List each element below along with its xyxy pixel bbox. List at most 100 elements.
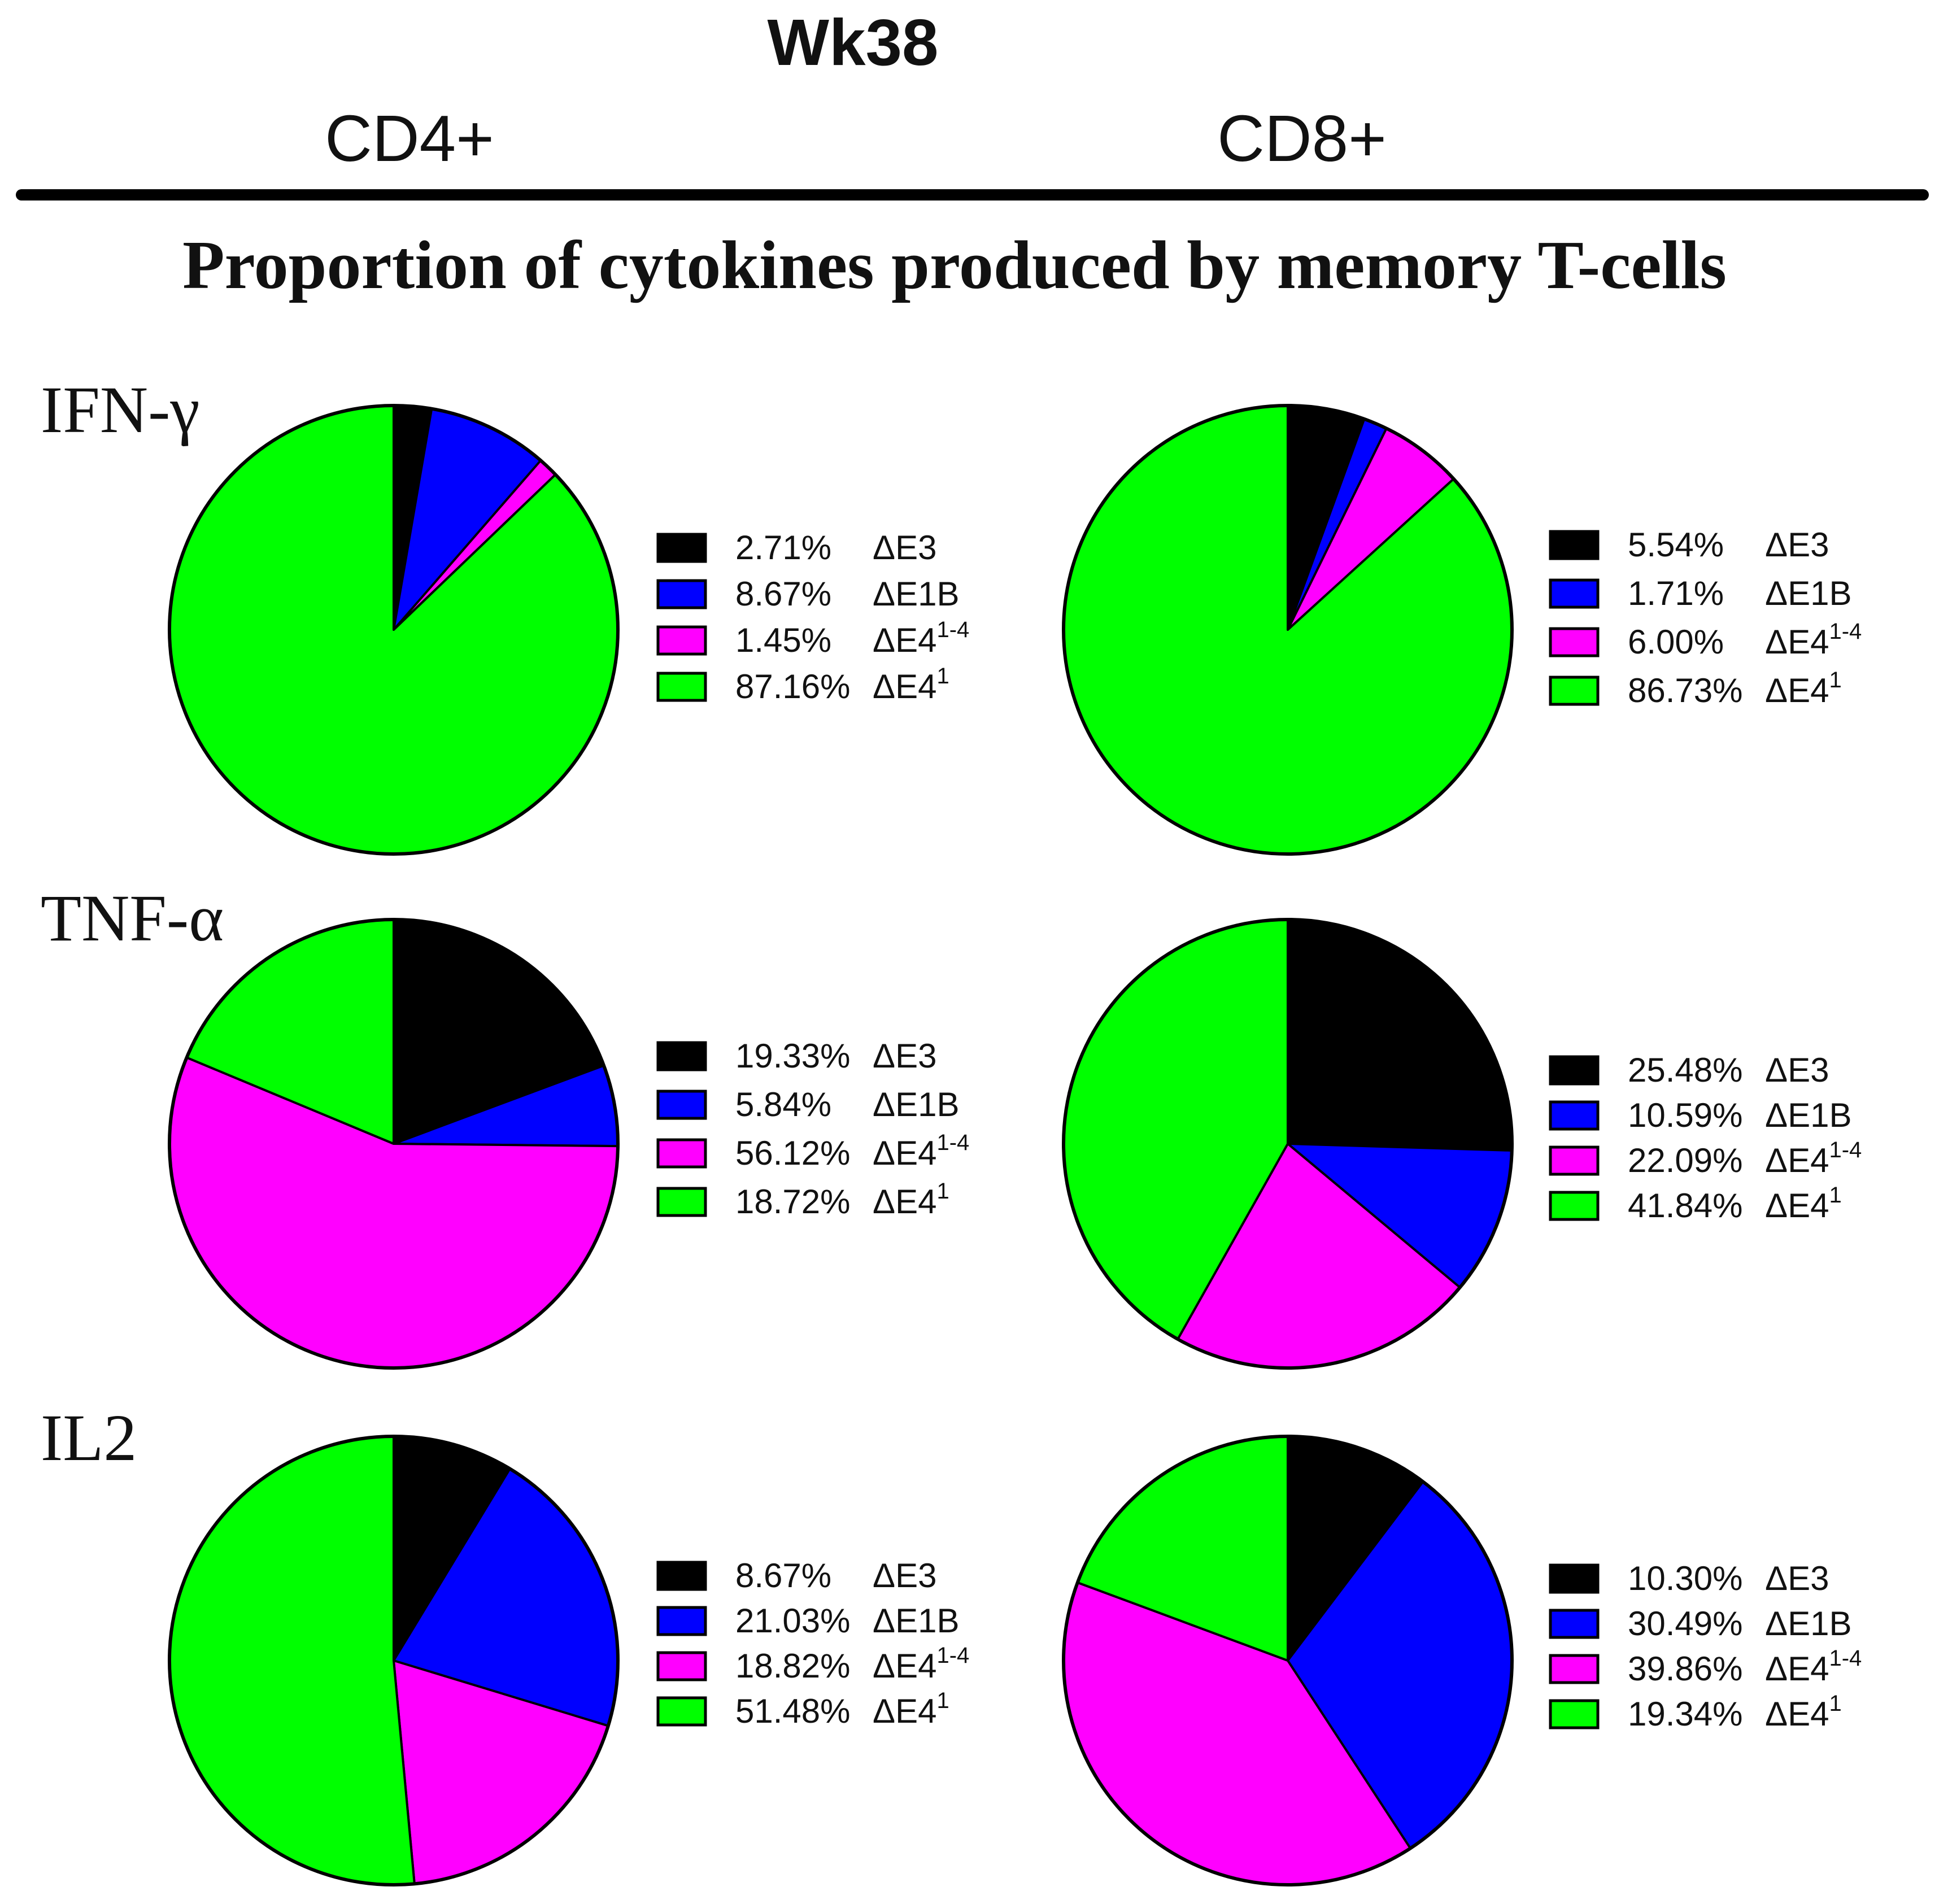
legend-series-label: ΔE41 xyxy=(873,1688,949,1730)
legend-value: 30.49% xyxy=(1628,1605,1743,1642)
legend-value: 1.71% xyxy=(1628,574,1724,612)
legend-il2-cd8: 10.30% ΔE3 30.49% ΔE1B 39.86% ΔE41-4 19.34% ΔE4… xyxy=(1549,1559,1862,1733)
legend-series-label: ΔE41 xyxy=(1765,1183,1842,1225)
legend-series-label: ΔE41-4 xyxy=(873,1643,969,1685)
legend-value: 86.73% xyxy=(1628,672,1743,709)
legend-series-label: ΔE1B xyxy=(1765,1096,1852,1134)
legend-value: 51.48% xyxy=(735,1692,851,1730)
legend-tnf-alpha-cd8: 25.48% ΔE3 10.59% ΔE1B 22.09% ΔE41-4 41.84% ΔE4… xyxy=(1549,1051,1862,1225)
legend-swatch-de3 xyxy=(1549,1055,1600,1086)
legend-swatch-de4-1 xyxy=(1549,1699,1600,1729)
legend-swatch-de3 xyxy=(656,533,707,563)
legend-value: 41.84% xyxy=(1628,1187,1743,1225)
legend-value: 10.30% xyxy=(1628,1559,1743,1597)
pie-outline xyxy=(1062,1435,1514,1886)
pie-ifn-gamma-cd8: 5.54% ΔE3 1.71% ΔE1B 6.00% ΔE41-4 86.73% ΔE41 xyxy=(1062,404,1862,856)
legend-swatch-de4-1 xyxy=(656,1696,707,1727)
legend-value: 18.82% xyxy=(735,1647,851,1685)
legend-series-label: ΔE41-4 xyxy=(1765,1646,1862,1688)
legend-value: 19.33% xyxy=(735,1037,851,1075)
legend-value: 19.34% xyxy=(1628,1695,1743,1733)
legend-swatch-de4-1-4 xyxy=(1549,1654,1600,1684)
pie-slice-de3 xyxy=(1287,918,1513,1152)
legend-series-label: ΔE41 xyxy=(873,1179,949,1221)
legend-series-label: ΔE41-4 xyxy=(873,1130,969,1172)
legend-swatch-de1b xyxy=(1549,578,1600,609)
legend-value: 6.00% xyxy=(1628,623,1724,661)
legend-value: 5.54% xyxy=(1628,526,1724,564)
legend-series-label: ΔE1B xyxy=(1765,1605,1852,1642)
legend-series-label: ΔE41-4 xyxy=(1765,1138,1862,1179)
legend-value: 8.67% xyxy=(735,1557,831,1594)
legend-value: 21.03% xyxy=(735,1602,851,1640)
legend-series-label: ΔE1B xyxy=(1765,574,1852,612)
legend-series-label: ΔE3 xyxy=(873,529,936,567)
legend-swatch-de4-1-4 xyxy=(656,625,707,656)
legend-value: 5.84% xyxy=(735,1086,831,1123)
row-label-il2: IL2 xyxy=(41,1401,137,1475)
legend-swatch-de3 xyxy=(656,1561,707,1591)
legend-swatch-de1b xyxy=(1549,1609,1600,1639)
pie-ifn-gamma-cd4: 2.71% ΔE3 8.67% ΔE1B 1.45% ΔE41-4 87.16% ΔE41 xyxy=(168,404,969,856)
pie-slice-de4-1 xyxy=(168,1435,416,1886)
legend-swatch-de1b xyxy=(656,1090,707,1120)
legend-swatch-de4-1 xyxy=(1549,676,1600,706)
legend-swatch-de4-1 xyxy=(656,672,707,702)
legend-value: 56.12% xyxy=(735,1134,851,1172)
legend-series-label: ΔE3 xyxy=(1765,1559,1829,1597)
legend-value: 39.86% xyxy=(1628,1650,1743,1688)
pie-tnf-alpha-cd8: 25.48% ΔE3 10.59% ΔE1B 22.09% ΔE41-4 41.84% ΔE4… xyxy=(1062,918,1862,1370)
legend-series-label: ΔE1B xyxy=(873,1086,960,1123)
legend-series-label: ΔE1B xyxy=(873,1602,960,1640)
legend-swatch-de4-1-4 xyxy=(1549,1145,1600,1176)
subtitle: Proportion of cytokines produced by memo… xyxy=(182,227,1727,303)
legend-ifn-gamma-cd8: 5.54% ΔE3 1.71% ΔE1B 6.00% ΔE41-4 86.73% ΔE41 xyxy=(1549,526,1862,709)
legend-tnf-alpha-cd4: 19.33% ΔE3 5.84% ΔE1B 56.12% ΔE41-4 18.72% ΔE41 xyxy=(656,1037,969,1221)
legend-il2-cd4: 8.67% ΔE3 21.03% ΔE1B 18.82% ΔE41-4 51.48% ΔE41 xyxy=(656,1557,969,1730)
legend-swatch-de3 xyxy=(1549,530,1600,560)
legend-swatch-de3 xyxy=(1549,1563,1600,1594)
legend-value: 25.48% xyxy=(1628,1051,1743,1089)
legend-ifn-gamma-cd4: 2.71% ΔE3 8.67% ΔE1B 1.45% ΔE41-4 87.16% ΔE41 xyxy=(656,529,969,705)
legend-value: 22.09% xyxy=(1628,1141,1743,1179)
legend-value: 2.71% xyxy=(735,529,831,567)
legend-value: 18.72% xyxy=(735,1183,851,1221)
pie-il2-cd8: 10.30% ΔE3 30.49% ΔE1B 39.86% ΔE41-4 19.34% ΔE4… xyxy=(1062,1435,1862,1886)
legend-value: 10.59% xyxy=(1628,1096,1743,1134)
legend-swatch-de4-1-4 xyxy=(656,1138,707,1169)
legend-series-label: ΔE41 xyxy=(873,664,949,705)
legend-series-label: ΔE3 xyxy=(1765,526,1829,564)
pie-tnf-alpha-cd4: 19.33% ΔE3 5.84% ΔE1B 56.12% ΔE41-4 18.72% ΔE41 xyxy=(168,918,969,1370)
pie-il2-cd4: 8.67% ΔE3 21.03% ΔE1B 18.82% ΔE41-4 51.48% ΔE41 xyxy=(168,1435,969,1886)
legend-series-label: ΔE41 xyxy=(1765,668,1842,709)
week-title: Wk38 xyxy=(767,6,938,79)
column-header-cd8: CD8+ xyxy=(1217,102,1387,175)
legend-series-label: ΔE41 xyxy=(1765,1691,1842,1733)
legend-swatch-de3 xyxy=(656,1041,707,1071)
pie-outline xyxy=(1062,404,1514,856)
legend-series-label: ΔE3 xyxy=(873,1557,936,1594)
legend-value: 1.45% xyxy=(735,621,831,659)
legend-swatch-de4-1 xyxy=(1549,1191,1600,1221)
legend-swatch-de4-1-4 xyxy=(1549,627,1600,657)
legend-series-label: ΔE41-4 xyxy=(873,617,969,659)
column-header-cd4: CD4+ xyxy=(325,102,494,175)
legend-series-label: ΔE41-4 xyxy=(1765,619,1862,661)
legend-swatch-de1b xyxy=(656,1606,707,1636)
legend-swatch-de4-1 xyxy=(656,1187,707,1217)
legend-swatch-de1b xyxy=(656,579,707,609)
legend-value: 8.67% xyxy=(735,575,831,613)
legend-series-label: ΔE3 xyxy=(1765,1051,1829,1089)
pie-outline xyxy=(1062,918,1514,1370)
pie-outline xyxy=(168,918,620,1370)
pie-outline xyxy=(168,404,620,856)
legend-series-label: ΔE1B xyxy=(873,575,960,613)
legend-swatch-de1b xyxy=(1549,1100,1600,1131)
legend-value: 87.16% xyxy=(735,668,851,705)
legend-swatch-de4-1-4 xyxy=(656,1651,707,1681)
pie-outline xyxy=(168,1435,620,1886)
row-label-tnf-alpha: TNF-α xyxy=(41,881,224,955)
legend-series-label: ΔE3 xyxy=(873,1037,936,1075)
